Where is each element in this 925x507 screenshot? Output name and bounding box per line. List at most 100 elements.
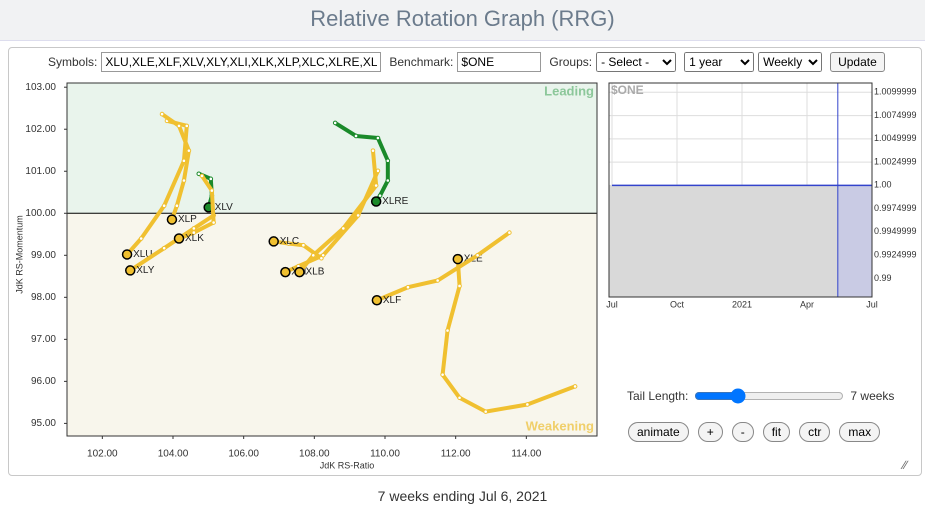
tail-point	[476, 253, 480, 257]
chart: LeadingWeakening102.00104.00106.00108.00…	[0, 0, 925, 480]
y-tick-label: 99.00	[31, 250, 56, 261]
symbol-label: XLK	[185, 233, 204, 244]
x-tick-label: 104.00	[158, 449, 189, 460]
tail-point	[371, 149, 375, 153]
tail-slider[interactable]	[694, 388, 844, 404]
tail-point	[436, 279, 440, 283]
minus-button[interactable]: -	[732, 422, 754, 442]
tail-point	[342, 227, 346, 231]
head-point	[295, 268, 304, 277]
ctr-button[interactable]: ctr	[799, 422, 830, 442]
tail-point	[386, 179, 390, 183]
tail-point	[508, 231, 512, 235]
tail-point	[302, 243, 306, 247]
x-tick-label: Apr	[800, 299, 814, 309]
tail-point	[320, 256, 324, 260]
head-point	[123, 250, 132, 259]
tail-value: 7 weeks	[850, 389, 894, 403]
quadrant-leading	[67, 83, 597, 213]
tail-point	[458, 284, 462, 288]
tail-point	[441, 373, 445, 377]
y-tick-label: 96.00	[31, 376, 56, 387]
x-axis-label: JdK RS-Ratio	[320, 460, 375, 470]
tail-point	[356, 214, 360, 218]
x-tick-label: 112.00	[441, 449, 471, 460]
tail-point	[446, 329, 450, 333]
x-tick-label: 102.00	[87, 449, 118, 460]
x-tick-label: Jul	[606, 299, 618, 309]
tail-point	[354, 134, 358, 138]
tail-point	[376, 136, 380, 140]
x-tick-label: 114.00	[511, 449, 541, 460]
y-tick-label: 0.9924999	[874, 250, 917, 260]
tail-point	[333, 121, 337, 125]
tail-point	[311, 253, 315, 257]
tail-control: Tail Length: 7 weeks	[627, 388, 894, 404]
tail-point	[160, 112, 164, 116]
tail-point	[458, 396, 462, 400]
y-tick-label: 97.00	[31, 334, 56, 345]
symbol-label: XLC	[280, 236, 299, 247]
quadrant-label: Weakening	[526, 418, 594, 433]
head-point	[453, 255, 462, 264]
plus-button[interactable]: +	[698, 422, 723, 442]
y-tick-label: 1.0049999	[874, 133, 917, 143]
tail-point	[139, 237, 143, 241]
footer: 7 weeks ending Jul 6, 2021	[0, 488, 925, 504]
y-tick-label: 101.00	[25, 166, 56, 177]
x-tick-label: Oct	[670, 299, 685, 309]
label: Tail Length:	[627, 389, 688, 403]
symbol-label: XLRE	[382, 196, 408, 207]
y-tick-label: 100.00	[25, 208, 56, 219]
y-tick-label: 1.0074999	[874, 110, 917, 120]
head-point	[372, 197, 381, 206]
tail-point	[484, 410, 488, 414]
tail-point	[526, 403, 530, 407]
tail-point	[200, 174, 204, 178]
tail-point	[209, 177, 213, 181]
y-tick-label: 0.9949999	[874, 226, 917, 236]
y-tick-label: 0.99	[874, 273, 892, 283]
symbol-label: XLB	[305, 267, 324, 278]
symbol-label: XLY	[136, 265, 154, 276]
tail-point	[175, 204, 179, 208]
y-tick-label: 95.00	[31, 418, 56, 429]
tail-point	[162, 246, 166, 250]
y-tick-label: 1.0099999	[874, 87, 917, 97]
tail-point	[182, 179, 186, 183]
buttons: animate + - fit ctr max	[628, 422, 880, 442]
y-tick-label: 103.00	[25, 82, 56, 93]
head-point	[126, 266, 135, 275]
x-tick-label: 2021	[732, 299, 752, 309]
y-tick-label: 102.00	[25, 124, 56, 135]
fit-button[interactable]: fit	[763, 422, 790, 442]
head-point	[281, 268, 290, 277]
x-tick-label: 108.00	[299, 449, 330, 460]
resize-grip[interactable]: ∕∕	[903, 458, 907, 472]
y-tick-label: 1.00	[874, 180, 892, 190]
tail-point	[374, 184, 378, 188]
head-point	[175, 234, 184, 243]
symbol-label: XLF	[383, 295, 401, 306]
area-fill-recent	[838, 185, 872, 297]
area-fill	[609, 185, 838, 297]
symbol-label: XLP	[178, 214, 197, 225]
x-tick-label: 106.00	[228, 449, 259, 460]
tail-point	[187, 149, 191, 153]
tail-point	[210, 189, 214, 193]
chart-title: $ONE	[611, 83, 644, 97]
y-tick-label: 98.00	[31, 292, 56, 303]
x-tick-label: Jul	[866, 299, 878, 309]
animate-button[interactable]: animate	[628, 422, 689, 442]
tail-point	[212, 221, 216, 225]
head-point	[167, 215, 176, 224]
tail-point	[386, 159, 390, 163]
tail-point	[177, 124, 181, 128]
x-tick-label: 110.00	[370, 449, 400, 460]
y-tick-label: 0.9974999	[874, 203, 917, 213]
tail-point	[406, 285, 410, 289]
tail-point	[162, 204, 166, 208]
tail-point	[185, 124, 189, 128]
max-button[interactable]: max	[839, 422, 880, 442]
